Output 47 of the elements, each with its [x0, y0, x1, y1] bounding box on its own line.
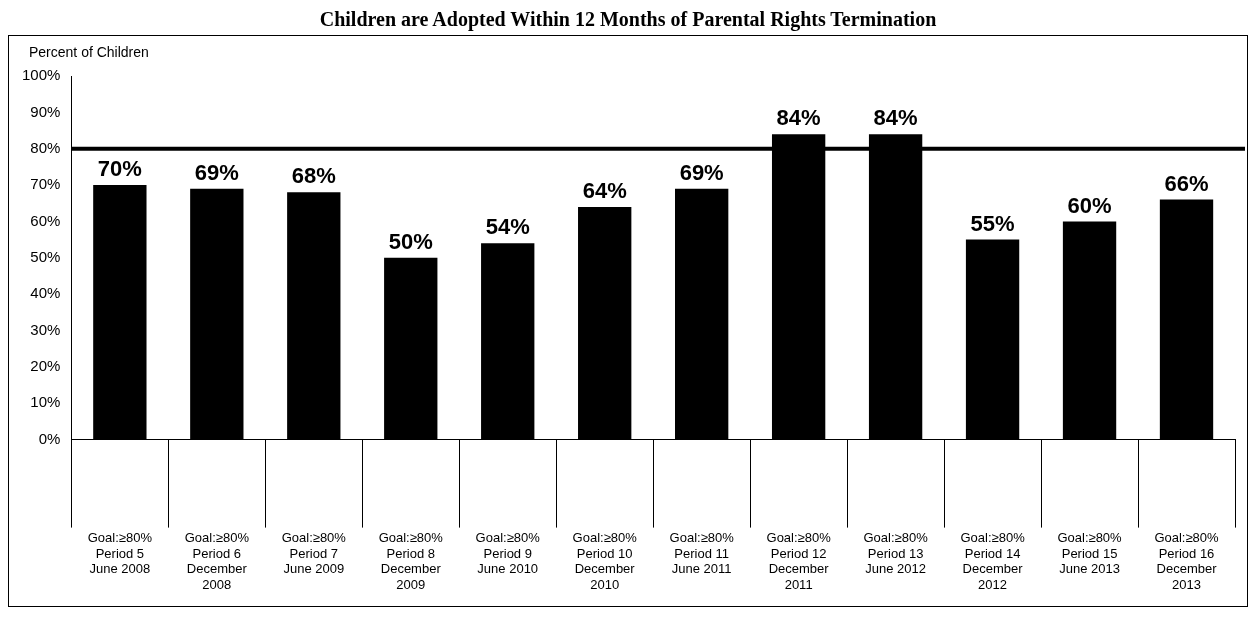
bar	[1062, 221, 1117, 440]
bar	[675, 188, 729, 440]
x-tick-label: Goal:≥80% Period 9 June 2010	[475, 529, 541, 577]
x-tick-label: Goal:≥80% Period 15 June 2013	[1057, 529, 1123, 577]
x-tick-label: Goal:≥80% Period 8 December 2009	[378, 529, 444, 592]
y-tick-label: 20%	[30, 357, 61, 375]
y-tick-label: 10%	[30, 393, 61, 411]
x-tick-label: Goal:≥80% Period 13 June 2012	[863, 529, 929, 577]
bar	[384, 257, 438, 440]
y-tick-label: 40%	[30, 284, 61, 302]
x-tick-label: Goal:≥80% Period 6 December 2008	[184, 529, 250, 592]
y-tick-label: 100%	[21, 66, 61, 84]
data-label: 84%	[776, 105, 821, 131]
data-label: 84%	[873, 105, 918, 131]
x-tick-label: Goal:≥80% Period 7 June 2009	[281, 529, 347, 577]
data-label: 55%	[970, 210, 1015, 236]
x-tick-label: Goal:≥80% Period 16 December 2013	[1154, 529, 1220, 592]
data-label: 50%	[388, 228, 433, 254]
y-tick-label: 30%	[30, 320, 61, 338]
bar	[1159, 199, 1214, 440]
x-tick-label: Goal:≥80% Period 14 December 2012	[960, 529, 1026, 592]
bar	[578, 206, 632, 440]
y-tick-label: 60%	[30, 211, 61, 229]
y-axis-title: Percent of Children	[29, 43, 149, 60]
bar	[481, 243, 535, 440]
data-label: 68%	[291, 163, 336, 189]
bar	[287, 192, 341, 440]
x-tick-label: Goal:≥80% Period 10 December 2010	[572, 529, 638, 592]
y-tick-label: 0%	[38, 429, 61, 447]
data-label: 69%	[679, 159, 724, 185]
data-label: 66%	[1164, 170, 1209, 196]
chart-title: Children are Adopted Within 12 Months of Parental Rights Termination	[318, 8, 938, 31]
y-tick-label: 50%	[30, 247, 61, 265]
bar	[190, 188, 244, 440]
x-tick-label: Goal:≥80% Period 12 December 2011	[766, 529, 832, 592]
x-tick-label: Goal:≥80% Period 5 June 2008	[87, 529, 153, 577]
y-tick-label: 90%	[30, 102, 61, 120]
data-label: 70%	[97, 156, 142, 182]
data-label: 60%	[1067, 192, 1112, 218]
y-tick-label: 80%	[30, 138, 61, 156]
data-label: 54%	[485, 214, 530, 240]
data-label: 64%	[582, 177, 627, 203]
data-label: 69%	[194, 159, 239, 185]
x-tick-label: Goal:≥80% Period 11 June 2011	[669, 529, 735, 577]
bar	[965, 239, 1020, 440]
y-tick-label: 70%	[30, 175, 61, 193]
bar	[93, 185, 147, 440]
